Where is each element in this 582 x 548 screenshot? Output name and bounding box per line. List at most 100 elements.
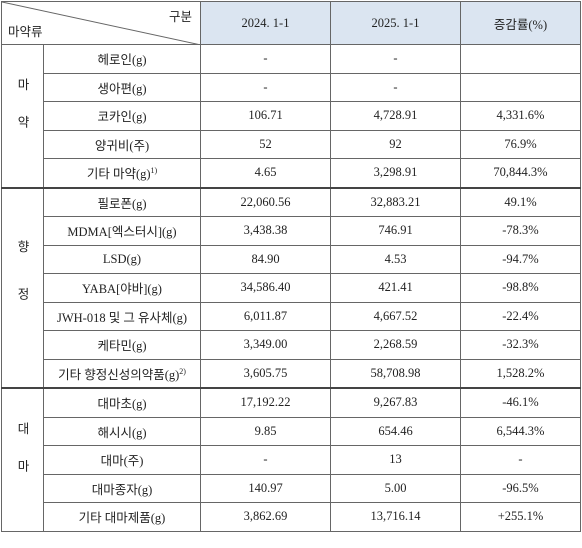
column-header: 증감률(%): [460, 1, 581, 45]
table-row: YABA[야바](g) 34,586.40 421.41 -98.8%: [2, 273, 581, 303]
value-cell: 746.91: [330, 216, 461, 246]
item-label: 코카인(g): [97, 110, 147, 125]
value-cell: 9.85: [200, 416, 331, 446]
item-cell: 기타 대마제품(g): [43, 502, 201, 532]
value-cell: 13: [330, 445, 461, 475]
corner-cell: 구분 마약류: [1, 1, 201, 45]
diagonal: [2, 2, 201, 45]
item-cell: 대마초(g): [43, 387, 201, 418]
value-cell: -: [200, 44, 331, 74]
value-cell: -: [200, 72, 331, 102]
value-cell: 654.46: [330, 416, 461, 446]
value-cell: 34,586.40: [200, 273, 331, 303]
item-label: 대마(주): [100, 454, 144, 469]
table-row: MDMA[엑스터시](g) 3,438.38 746.91 -78.3%: [2, 216, 581, 246]
value-cell: -32.3%: [460, 330, 581, 360]
item-label: MDMA[엑스터시](g): [67, 225, 177, 240]
value-cell: 49.1%: [460, 186, 581, 217]
value-cell: -: [460, 445, 581, 475]
value-cell: 84.90: [200, 244, 331, 274]
value-cell: 4,728.91: [330, 101, 461, 131]
value-cell: -94.7%: [460, 244, 581, 274]
item-cell: 대마종자(g): [43, 473, 201, 503]
table-row: LSD(g) 84.90 4.53 -94.7%: [2, 244, 581, 274]
value-cell: 4.53: [330, 244, 461, 274]
value-cell: -46.1%: [460, 387, 581, 418]
item-label: JWH-018 및 그 유사체(g): [56, 310, 188, 325]
table-row: 마약 헤로인(g) - -: [1, 44, 581, 188]
item-label: LSD(g): [102, 251, 142, 266]
group-label: 대마: [15, 422, 29, 498]
table-row: 대마(주) -13-: [2, 445, 581, 475]
item-cell: MDMA[엑스터시](g): [43, 216, 201, 246]
header-row: 구분 마약류 2024. 1-1 2025. 1-1 증감률(%): [1, 1, 581, 45]
value-cell: 6,544.3%: [460, 416, 581, 446]
value-cell: 421.41: [330, 273, 461, 303]
value-cell: 3,438.38: [200, 216, 331, 246]
value-cell: 5.00: [330, 473, 461, 503]
value-cell: -: [200, 445, 331, 475]
item-cell: 대마(주): [43, 445, 201, 475]
value-cell: -22.4%: [460, 301, 581, 331]
table-row: 생아편(g) - -: [2, 72, 581, 102]
value-cell: 140.97: [200, 473, 331, 503]
value-cell: -: [330, 44, 461, 74]
footnote-mark: 2): [179, 366, 186, 376]
value-cell: 4.65: [200, 158, 331, 188]
value-cell: 17,192.22: [200, 387, 331, 418]
table-row: 향정 필로폰(g) 22,060.56 32,883.21 49.1%: [1, 186, 581, 389]
value-cell: [460, 72, 581, 102]
item-label: 해시시(g): [97, 425, 147, 440]
item-label: 대마초(g): [97, 397, 147, 412]
footnote-mark: 1): [150, 166, 158, 176]
group-cell: 대마: [1, 387, 44, 532]
value-cell: -: [330, 72, 461, 102]
drug-table: 구분 마약류 2024. 1-1 2025. 1-1 증감률(%) 마약 헤로인(…: [1, 1, 581, 532]
corner-bottom: 마약류: [8, 25, 43, 39]
item-cell: 헤로인(g): [43, 44, 201, 74]
item-label: 필로폰(g): [97, 196, 147, 211]
value-cell: 3,605.75: [200, 358, 331, 389]
value-cell: 3,862.69: [200, 502, 331, 532]
item-cell: 필로폰(g): [43, 186, 201, 217]
column-header: 2024. 1-1: [200, 1, 331, 45]
item-label: 대마종자(g): [91, 482, 153, 497]
item-cell: 생아편(g): [43, 72, 201, 102]
value-cell: [460, 44, 581, 74]
value-cell: 3,349.00: [200, 330, 331, 360]
value-cell: 92: [330, 129, 461, 159]
table-row: 양귀비(주) 52 92 76.9%: [2, 129, 581, 159]
value-cell: -98.8%: [460, 273, 581, 303]
item-cell: 케타민(g): [43, 330, 201, 360]
value-cell: 4,667.52: [330, 301, 461, 331]
value-cell: 9,267.83: [330, 387, 461, 418]
item-label: 기타 마약(g): [86, 167, 151, 182]
item-cell: YABA[야바](g): [43, 273, 201, 303]
value-cell: 1,528.2%: [460, 358, 581, 389]
item-label: 양귀비(주): [94, 138, 150, 153]
table-row: 기타 대마제품(g) 3,862.69 13,716.14 +255.1%: [2, 502, 581, 532]
corner-top: 구분: [168, 10, 192, 24]
value-cell: 58,708.98: [330, 358, 461, 389]
item-label: 생아편(g): [97, 81, 147, 96]
value-cell: 52: [200, 129, 331, 159]
table-row: 코카인(g) 106.71 4,728.91 4,331.6%: [2, 101, 581, 131]
value-cell: +255.1%: [460, 502, 581, 532]
group-label: 향정: [15, 240, 29, 336]
value-cell: 6,011.87: [200, 301, 331, 331]
group-cell: 향정: [1, 186, 44, 389]
table-row: 케타민(g) 3,349.00 2,268.59 -32.3%: [2, 330, 581, 360]
value-cell: 32,883.21: [330, 186, 461, 217]
item-label: 케타민(g): [97, 339, 147, 354]
value-cell: 22,060.56: [200, 186, 331, 217]
value-cell: 106.71: [200, 101, 331, 131]
table-row: 해시시(g) 9.85 654.46 6,544.3%: [2, 416, 581, 446]
value-cell: -78.3%: [460, 216, 581, 246]
item-label: 기타 향정신성의약품(g): [58, 367, 180, 382]
item-label: YABA[야바](g): [82, 282, 162, 297]
table-body: 마약 헤로인(g) - - 생아편(g) - - 코카인(g) 106.71 4,728.91 4,…: [1, 44, 581, 532]
value-cell: 2,268.59: [330, 330, 461, 360]
value-cell: 4,331.6%: [460, 101, 581, 131]
item-label: 기타 대마제품(g): [78, 511, 166, 526]
